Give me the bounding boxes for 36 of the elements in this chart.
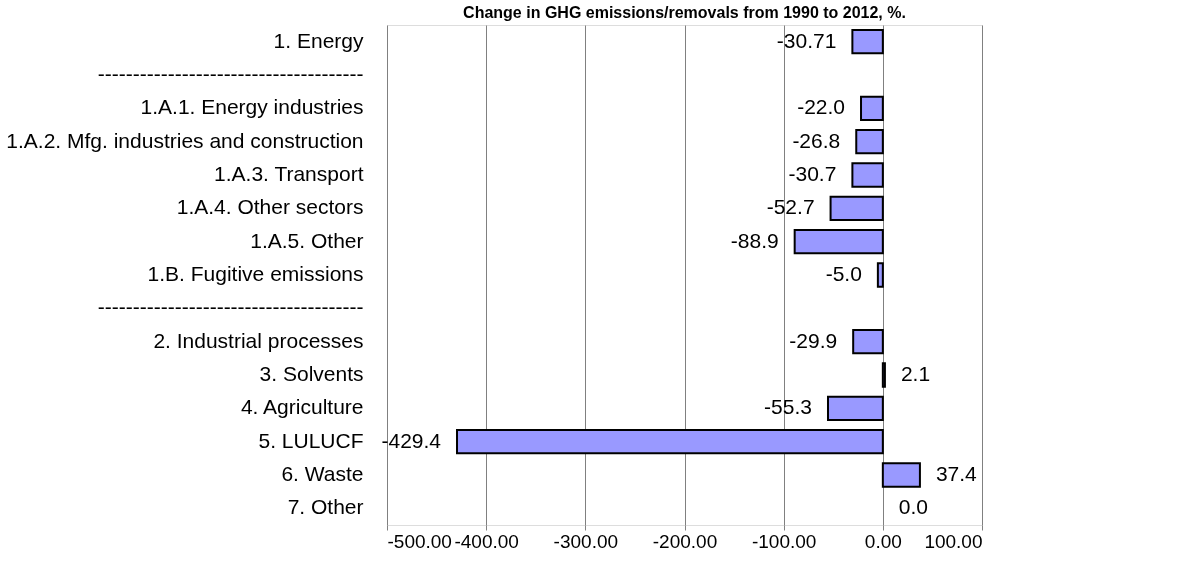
y-tick-label: 1.B. Fugitive emissions (147, 262, 364, 285)
y-tick-label: -------------------------------------- (97, 295, 364, 319)
x-tick-label: 0.00 (864, 530, 902, 552)
y-tick-label: 4. Agriculture (240, 395, 364, 419)
y-tick-label: 1.A.3. Transport (214, 162, 364, 185)
data-label: -55.3 (764, 395, 812, 419)
y-tick-label: 2. Industrial processes (153, 328, 364, 352)
data-label: -30.7 (788, 162, 837, 185)
data-label: 2.1 (900, 362, 931, 385)
y-tick-label: 7. Other (287, 495, 364, 519)
x-tick-label: -300.00 (553, 530, 619, 552)
data-label: -22.0 (797, 95, 846, 119)
y-tick-label: 1.A.4. Other sectors (176, 195, 364, 219)
x-tick-label: -400.00 (454, 530, 519, 552)
y-tick-label: 1. Energy (273, 28, 364, 52)
data-label: -29.9 (789, 328, 838, 352)
data-label: -52.7 (766, 195, 815, 219)
x-tick-label: -100.00 (751, 530, 817, 552)
y-tick-label: 1.A.2. Mfg. industries and construction (6, 128, 364, 152)
data-label: -5.0 (825, 262, 862, 285)
data-label: -429.4 (381, 428, 442, 452)
x-tick-label: -500.00 (387, 530, 452, 552)
x-tick-label: 100.00 (924, 530, 983, 552)
y-tick-label: 6. Waste (281, 462, 364, 485)
data-label: -30.71 (776, 28, 837, 52)
data-label: -26.8 (792, 128, 841, 152)
x-tick-label: -200.00 (652, 530, 718, 552)
data-label: 0.0 (898, 495, 929, 519)
chart-title: Change in GHG emissions/removals from 1990 to 2012, %. (463, 4, 906, 21)
data-label: -88.9 (730, 228, 779, 252)
y-tick-label: 3. Solvents (259, 362, 364, 385)
y-tick-label: 5. LULUCF (258, 428, 364, 452)
y-tick-label: -------------------------------------- (97, 62, 364, 85)
y-tick-label: 1.A.1. Energy industries (140, 95, 364, 119)
data-label: 37.4 (935, 462, 978, 485)
y-tick-label: 1.A.5. Other (250, 228, 364, 252)
